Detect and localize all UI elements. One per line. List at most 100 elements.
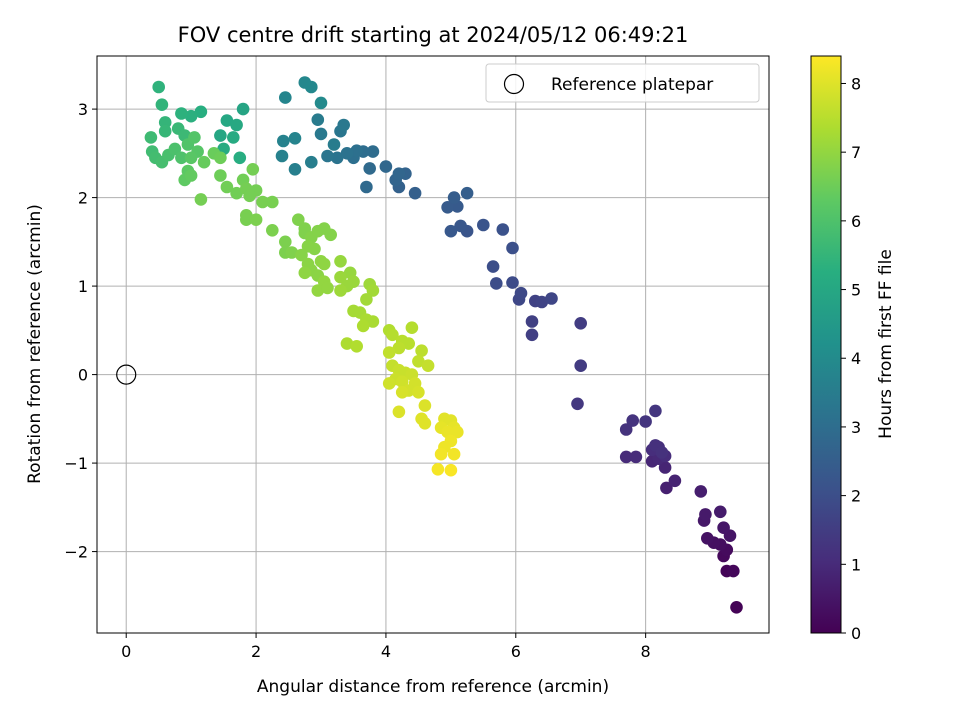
y-tick-label: 3 [78,100,88,119]
legend-box [485,63,760,103]
data-point [311,284,325,297]
y-axis-ticks: −2 −1 0 1 2 3 [64,100,97,562]
data-point [330,151,344,165]
data-point [243,189,256,203]
data-point [454,219,467,233]
data-point [340,147,354,160]
data-point [490,277,503,290]
y-tick-label: −1 [64,454,88,473]
data-point [321,281,334,295]
data-point [574,317,587,330]
data-point [295,248,308,262]
data-point [405,321,419,335]
data-point [658,461,672,474]
data-point [236,102,250,116]
data-point [249,213,263,226]
colorbar: 0 1 2 3 4 5 6 7 8 Hours from first FF file [810,55,896,643]
data-point [545,292,558,305]
data-point [730,601,743,614]
y-tick-label: 1 [78,277,88,296]
data-point [431,463,445,476]
grid [97,56,769,633]
data-point [230,186,243,200]
data-point [311,113,325,126]
data-point [158,124,172,138]
data-point [214,151,227,165]
colorbar-tick-label: 7 [851,143,861,162]
data-point [629,450,643,464]
colorbar-tick-label: 4 [851,349,861,368]
data-point [175,107,188,120]
data-point [514,286,528,300]
data-point [386,328,399,342]
data-point [574,359,587,373]
colorbar-gradient [810,55,842,634]
reference-platepar-marker [116,364,137,385]
plot-frame [96,55,770,634]
data-point [506,276,519,289]
data-point [699,508,712,521]
data-point [717,521,730,534]
data-point [308,242,321,256]
data-point [334,284,347,297]
data-point [230,118,243,132]
data-point [184,109,198,123]
data-point [418,399,432,412]
legend-label: Reference platepar [551,75,713,95]
data-point [418,417,432,430]
data-point [694,485,708,498]
data-point [188,131,201,144]
data-point [214,129,227,142]
data-point [175,151,188,165]
data-point [360,180,373,194]
colorbar-tick-label: 3 [851,418,861,437]
data-point [334,270,347,284]
data-point [144,131,158,144]
data-point [639,415,652,428]
data-point [444,224,458,238]
data-point [305,155,318,169]
data-point [350,340,364,353]
data-point [412,355,425,368]
data-point [649,404,662,418]
data-point [360,293,373,306]
data-point [441,201,454,214]
colorbar-tick-label: 1 [851,555,861,574]
x-tick-label: 0 [121,642,131,661]
x-tick-label: 8 [641,642,651,661]
data-point [152,80,165,94]
data-point [288,132,302,145]
data-point [447,447,461,461]
data-point [266,195,279,209]
data-point [412,386,425,399]
data-point [366,315,380,328]
data-point [288,163,302,176]
colorbar-tick-label: 8 [851,74,861,93]
data-point [233,151,247,165]
data-point [421,359,435,373]
data-point [184,169,198,182]
data-point [619,423,633,436]
data-point [292,213,305,226]
x-axis-ticks: 0 2 4 6 8 [121,633,651,661]
data-point [337,118,351,132]
data-point [535,295,549,309]
data-point [366,284,380,297]
data-point [460,186,474,200]
colorbar-tick-label: 2 [851,487,861,506]
data-point [408,186,422,200]
data-point [285,246,299,259]
data-point [314,127,328,141]
data-point [220,114,234,127]
data-point [395,375,409,389]
data-point [727,564,740,578]
data-points [144,76,743,614]
data-point [434,447,448,461]
data-point [395,386,409,399]
data-point [477,218,490,232]
data-point [668,474,682,488]
reference-layer [116,364,137,385]
data-point [402,337,416,350]
data-point [279,235,292,249]
